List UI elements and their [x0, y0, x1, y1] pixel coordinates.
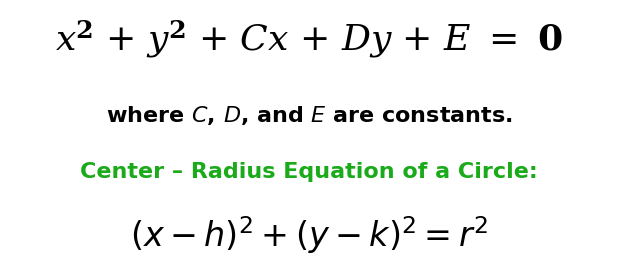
Text: where $\mathbf{\mathit{C}}$, $\mathbf{\mathit{D}}$, and $\mathbf{\mathit{E}}$ ar: where $\mathbf{\mathit{C}}$, $\mathbf{\m… — [106, 104, 512, 127]
Text: Center – Radius Equation of a Circle:: Center – Radius Equation of a Circle: — [80, 162, 538, 182]
Text: $\bf\mathit{x}$$\bf^2$ $+$ $\bf\mathit{y}$$\bf^2$ $+$ $\bf\mathit{C}\mathit{x}$ : $\bf\mathit{x}$$\bf^2$ $+$ $\bf\mathit{y… — [55, 18, 563, 60]
Text: $\mathbf{\mathit{(x - h)^2 + (y - k)^2 = r^2}}$: $\mathbf{\mathit{(x - h)^2 + (y - k)^2 =… — [130, 214, 488, 256]
